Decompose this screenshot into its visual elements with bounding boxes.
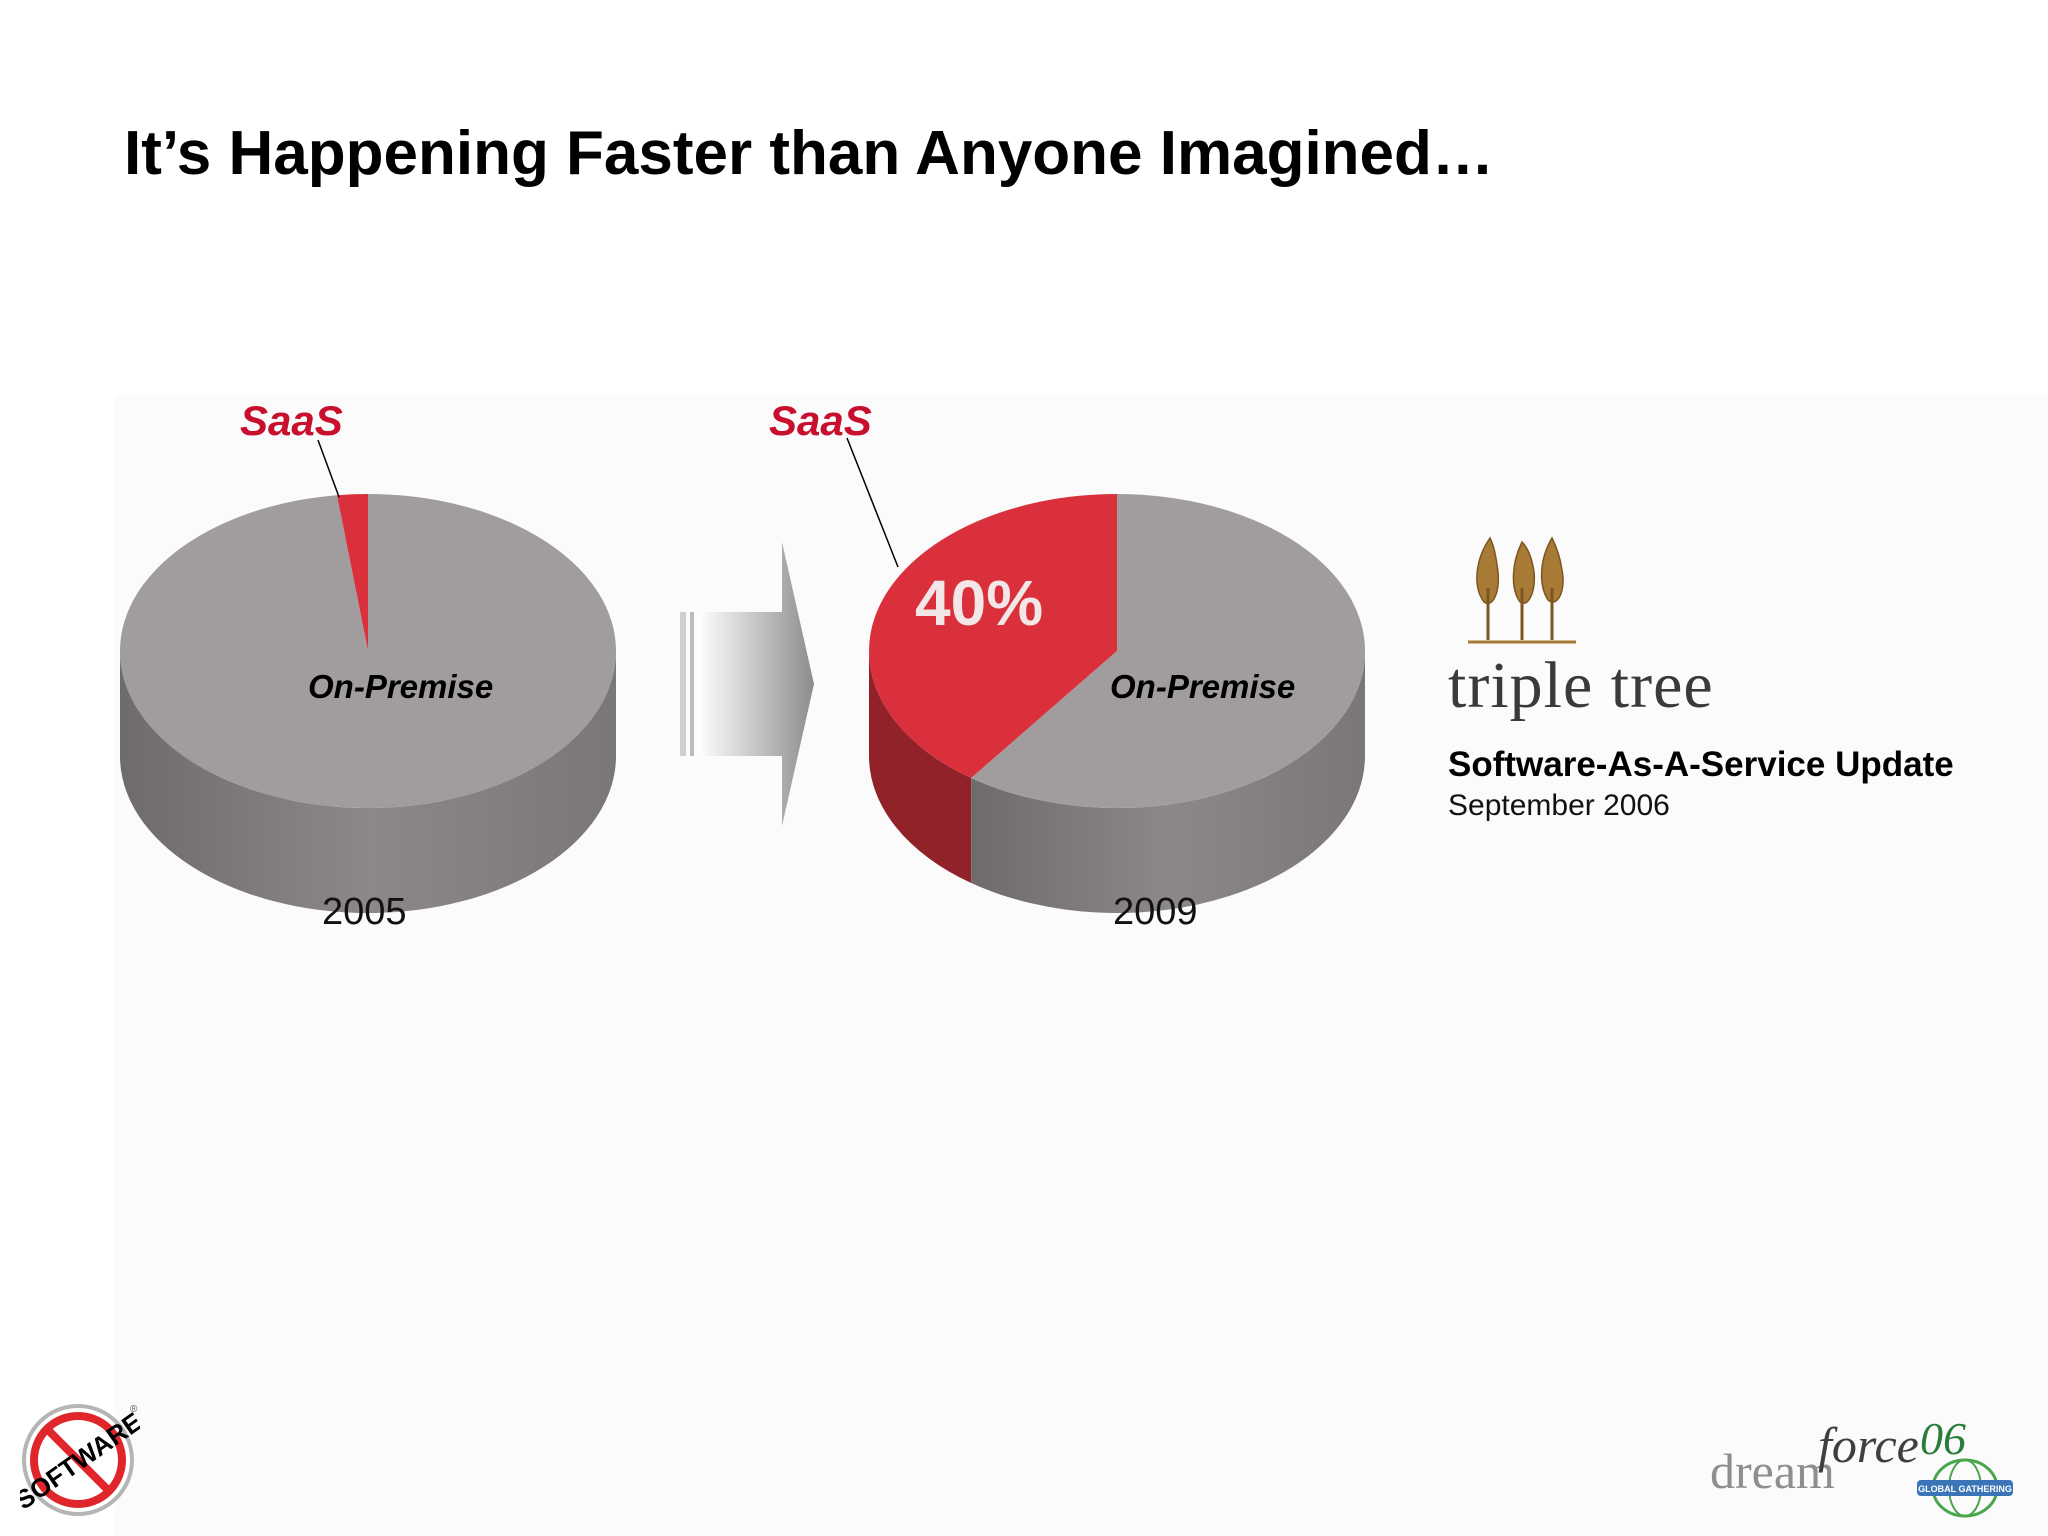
transition-arrow <box>680 542 814 826</box>
pie-2005-onpremise-label: On-Premise <box>308 668 493 705</box>
pie-2009-slice-on-premise <box>971 494 1365 808</box>
dreamforce-logo: dream force 06 GLOBAL GATHERING <box>1710 1412 2020 1522</box>
pie-2005-side-on-premise <box>120 651 616 913</box>
pie-2009-saas-value-label: 40% <box>915 567 1043 639</box>
pie-chart-2009 <box>868 494 1365 914</box>
pie-2005-year-label: 2005 <box>322 891 407 933</box>
triple-tree-logo-icon <box>1468 536 1576 644</box>
no-software-logo-icon: SOFTWARE ® <box>20 1404 140 1516</box>
triple-tree-logo-text: triple tree <box>1448 649 1714 722</box>
source-report-date: September 2006 <box>1448 789 1670 822</box>
pie-2005-slice-on-premise <box>120 494 617 808</box>
pie-2009-year-label: 2009 <box>1113 891 1198 933</box>
source-report-title: Software-As-A-Service Update <box>1448 745 1954 784</box>
dreamforce-logo-tagline: GLOBAL GATHERING <box>1918 1484 2012 1494</box>
pie-2009-saas-leader-line <box>846 437 899 568</box>
pie-2009-side-saas <box>869 651 972 884</box>
pie-2009-slice-saas <box>868 494 1117 779</box>
globe-icon: GLOBAL GATHERING <box>1917 1458 2013 1518</box>
pie-2005-slice-saas <box>336 494 368 651</box>
pie-2009-side-on-premise <box>971 651 1365 914</box>
svg-text:®: ® <box>130 1404 138 1415</box>
pie-2009-saas-label: SaaS <box>769 397 872 444</box>
pie-2005-saas-leader-line <box>317 439 340 498</box>
dreamforce-logo-force: force <box>1818 1417 1919 1473</box>
pie-2005-saas-label: SaaS <box>240 397 343 444</box>
pie-2009-onpremise-label: On-Premise <box>1110 668 1295 705</box>
pie-chart-2005 <box>120 494 617 913</box>
dreamforce-logo-year: 06 <box>1920 1413 1966 1464</box>
slide-title: It’s Happening Faster than Anyone Imagin… <box>124 119 1494 188</box>
dreamforce-logo-dream: dream <box>1710 1443 1835 1499</box>
